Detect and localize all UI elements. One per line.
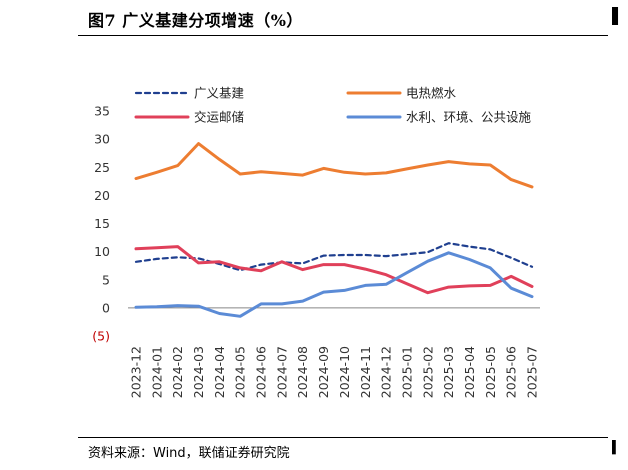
x-tick-label: 2023-12: [129, 346, 144, 398]
x-tick-label: 2025-04: [462, 346, 477, 398]
x-tick-label: 2024-09: [316, 346, 331, 398]
y-tick-label: 0: [102, 300, 110, 315]
legend-label: 水利、环境、公共设施: [406, 110, 532, 125]
x-tick-label: 2025-02: [420, 346, 435, 398]
y-tick-label: 30: [94, 132, 110, 147]
y-tick-label: 10: [94, 244, 110, 259]
source-note: 资料来源：Wind，联储证券研究院: [88, 446, 290, 461]
x-tick-label: 2024-04: [212, 346, 227, 398]
legend-label: 广义基建: [194, 86, 245, 101]
x-tick-label: 2025-05: [483, 346, 498, 398]
x-tick-label: 2024-03: [191, 346, 206, 398]
series-line-交运邮储: [134, 245, 534, 295]
chart-series: [134, 142, 534, 318]
x-tick-label: 2024-10: [337, 346, 352, 398]
x-tick-label: 2025-03: [441, 346, 456, 398]
y-tick-label: 35: [94, 104, 110, 119]
legend-label: 交运邮储: [194, 110, 244, 125]
y-tick-label: 20: [94, 188, 110, 203]
x-tick-label: 2024-02: [170, 346, 185, 398]
y-tick-label: (5): [92, 329, 110, 344]
x-tick-label: 2024-11: [358, 346, 373, 398]
legend-entry: 广义基建: [134, 86, 245, 101]
series-line-电热燃水: [134, 142, 534, 189]
y-axis: (5) 0 5 10 15 20 25 30 35: [92, 104, 110, 344]
legend-label: 电热燃水: [406, 86, 457, 101]
x-tick-label: 2024-12: [379, 346, 394, 398]
x-tick-label: 2024-01: [149, 346, 164, 398]
y-tick-label: 15: [94, 216, 110, 231]
y-tick-label: 5: [102, 272, 110, 287]
title-rule: [78, 35, 608, 36]
x-tick-label: 2024-05: [233, 346, 248, 398]
legend-entry: 电热燃水: [346, 86, 457, 101]
source-rule: [78, 437, 608, 438]
series-line-广义基建: [134, 242, 534, 272]
x-tick-label: 2025-01: [399, 346, 414, 398]
x-tick-label: 2024-07: [274, 346, 289, 398]
x-axis: 2023-12 2024-01 2024-02 2024-03 2024-04 2024-…: [128, 307, 540, 398]
series-line-水利、环境、公共设施: [134, 251, 534, 318]
y-tick-label: 25: [94, 160, 110, 175]
x-tick-label: 2024-08: [295, 346, 310, 398]
x-tick-label: 2024-06: [254, 346, 269, 398]
legend-entry: 水利、环境、公共设施: [346, 110, 532, 125]
neighbor-source-edge: ▍: [612, 440, 622, 455]
legend-entry: 交运邮储: [134, 110, 244, 125]
x-tick-label: 2025-07: [525, 346, 540, 398]
neighbor-figure-edge: ▌: [612, 7, 624, 25]
x-tick-label: 2025-06: [504, 346, 519, 398]
figure-title: 图7 广义基建分项增速（%）: [88, 11, 303, 30]
